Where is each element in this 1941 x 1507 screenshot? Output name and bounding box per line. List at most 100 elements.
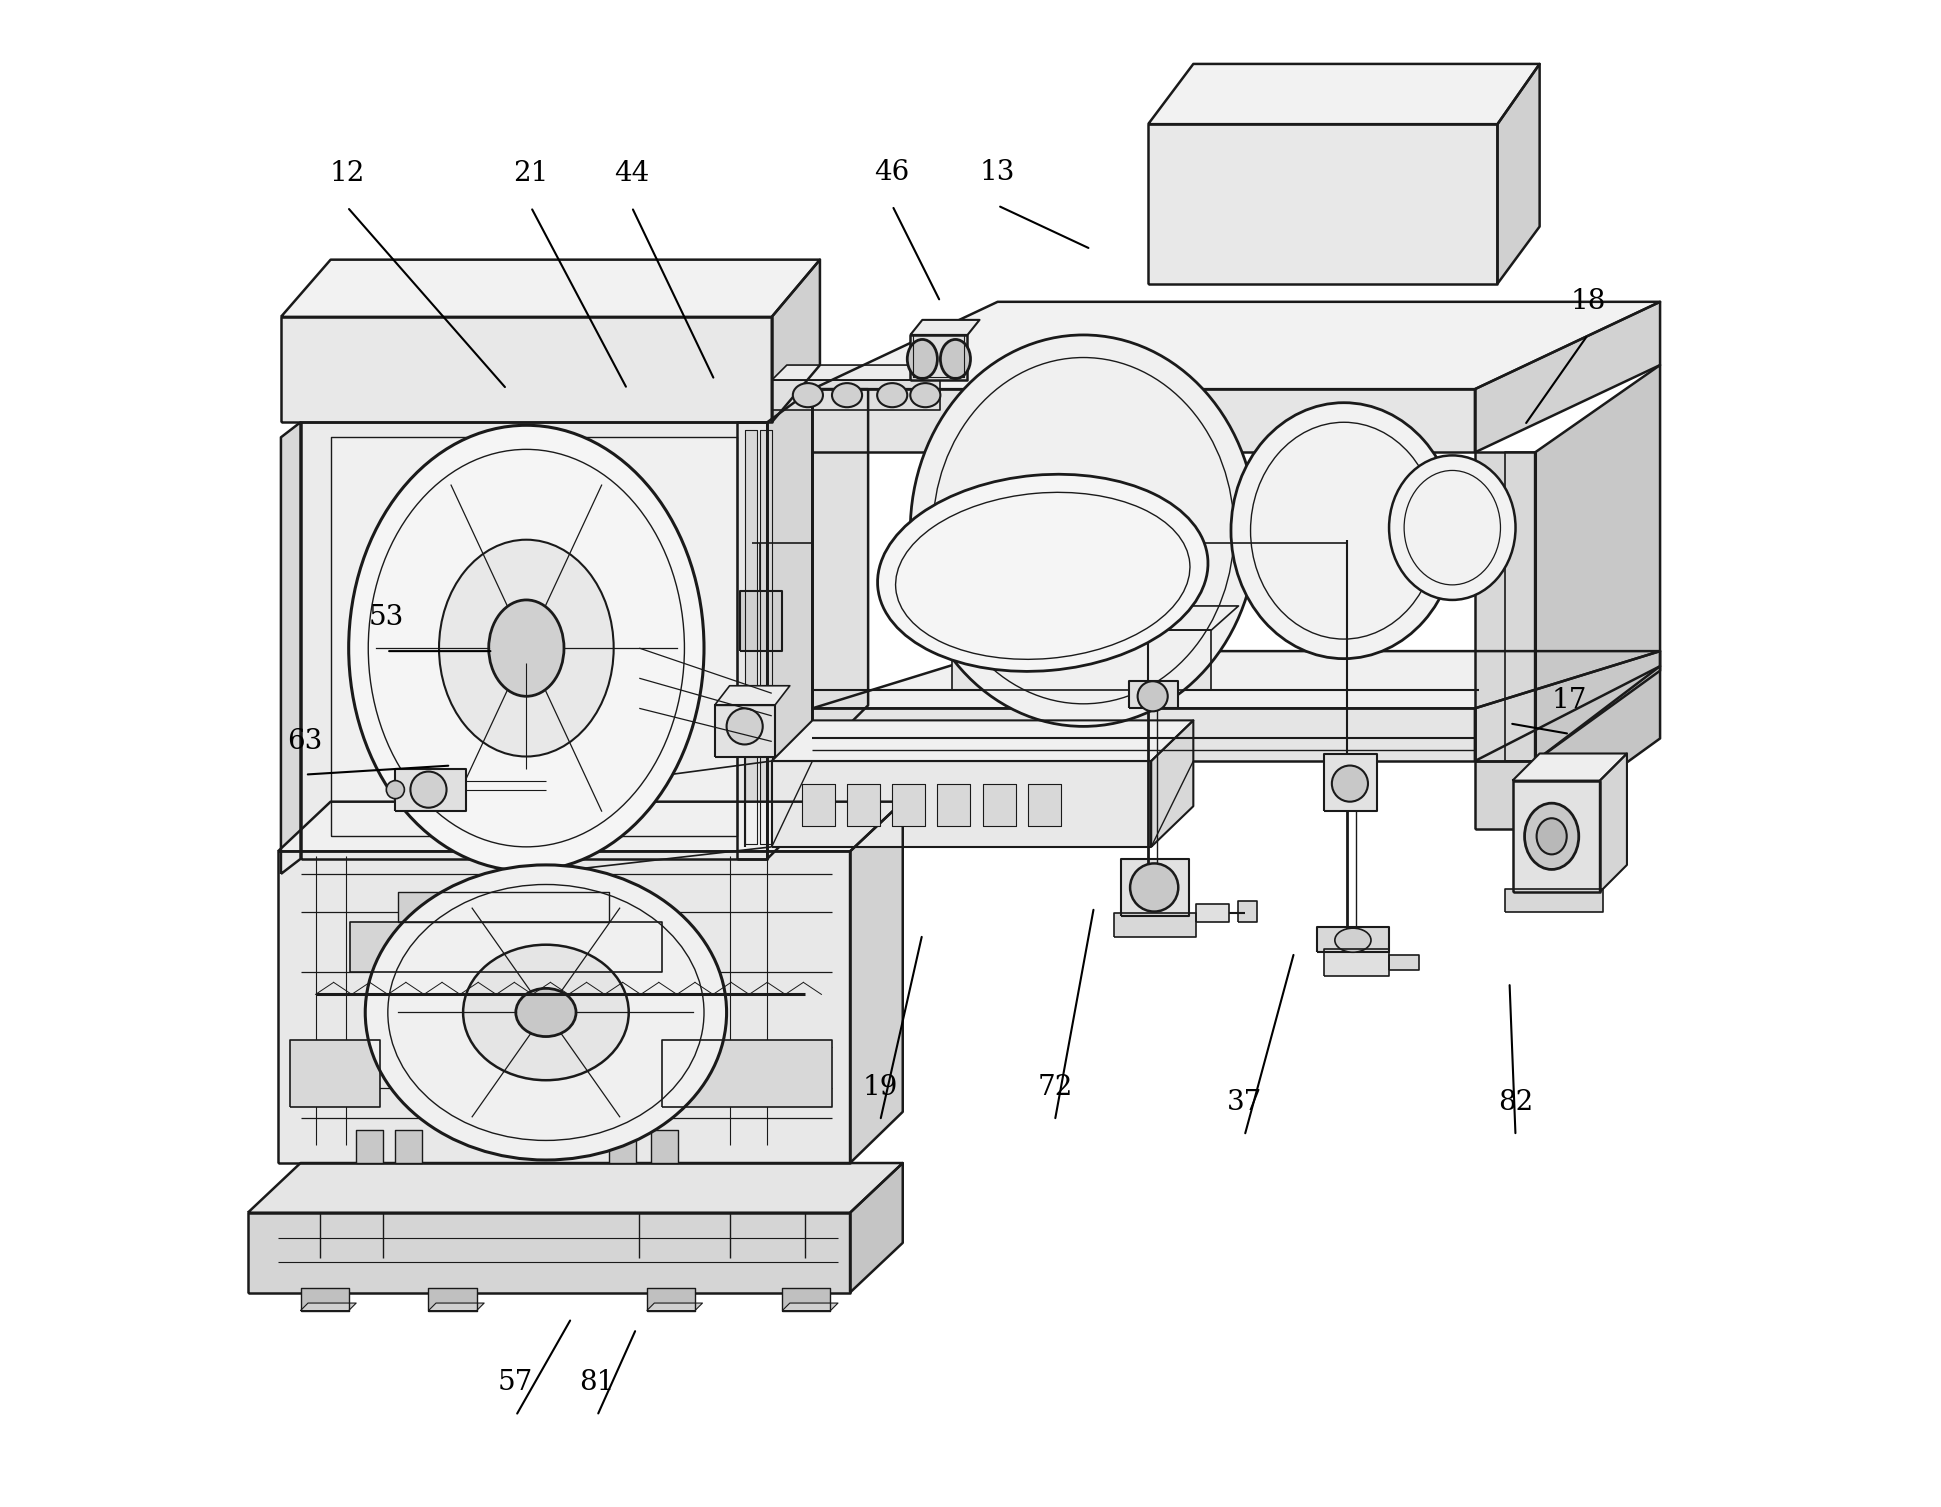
Polygon shape xyxy=(1475,761,1535,829)
Polygon shape xyxy=(396,1130,423,1163)
Polygon shape xyxy=(740,591,782,651)
Ellipse shape xyxy=(1231,402,1458,659)
Polygon shape xyxy=(429,1304,483,1311)
Polygon shape xyxy=(281,422,301,874)
Polygon shape xyxy=(398,892,609,922)
Polygon shape xyxy=(850,1163,903,1293)
Polygon shape xyxy=(429,1288,477,1311)
Ellipse shape xyxy=(410,772,446,808)
Text: 81: 81 xyxy=(580,1370,615,1397)
Polygon shape xyxy=(1122,859,1188,916)
Text: 37: 37 xyxy=(1227,1090,1262,1117)
Polygon shape xyxy=(248,1163,903,1213)
Polygon shape xyxy=(745,429,757,844)
Polygon shape xyxy=(1027,784,1062,826)
Ellipse shape xyxy=(833,383,862,407)
Polygon shape xyxy=(609,1130,637,1163)
Polygon shape xyxy=(301,1288,349,1311)
Polygon shape xyxy=(1324,754,1376,811)
Polygon shape xyxy=(1475,301,1660,452)
Text: 72: 72 xyxy=(1036,1074,1073,1102)
Ellipse shape xyxy=(1524,803,1578,870)
Polygon shape xyxy=(1324,949,1390,977)
Polygon shape xyxy=(652,1130,679,1163)
Polygon shape xyxy=(1114,913,1196,937)
Polygon shape xyxy=(278,802,903,851)
Polygon shape xyxy=(1497,63,1539,283)
Text: 57: 57 xyxy=(499,1370,534,1397)
Ellipse shape xyxy=(877,475,1207,672)
Polygon shape xyxy=(1149,124,1497,283)
Polygon shape xyxy=(714,705,774,757)
Polygon shape xyxy=(1196,904,1229,922)
Polygon shape xyxy=(767,389,813,859)
Polygon shape xyxy=(1128,681,1178,708)
Text: 82: 82 xyxy=(1498,1090,1533,1117)
Polygon shape xyxy=(301,422,767,859)
Ellipse shape xyxy=(910,335,1256,726)
Polygon shape xyxy=(1151,720,1194,847)
Polygon shape xyxy=(1599,754,1627,892)
Ellipse shape xyxy=(349,425,705,871)
Polygon shape xyxy=(1535,365,1660,761)
Ellipse shape xyxy=(439,540,613,757)
Polygon shape xyxy=(813,651,1660,708)
Polygon shape xyxy=(1512,781,1599,892)
Polygon shape xyxy=(953,606,1238,630)
Ellipse shape xyxy=(910,383,939,407)
Ellipse shape xyxy=(1390,455,1516,600)
Ellipse shape xyxy=(489,600,565,696)
Polygon shape xyxy=(846,784,879,826)
Text: 21: 21 xyxy=(512,160,549,187)
Text: 12: 12 xyxy=(330,160,365,187)
Ellipse shape xyxy=(726,708,763,744)
Polygon shape xyxy=(357,1130,382,1163)
Ellipse shape xyxy=(1137,681,1168,711)
Polygon shape xyxy=(773,720,1194,761)
Polygon shape xyxy=(910,319,980,335)
Polygon shape xyxy=(1504,452,1535,761)
Polygon shape xyxy=(813,389,1475,452)
Polygon shape xyxy=(281,259,819,316)
Text: 18: 18 xyxy=(1570,288,1605,315)
Text: 46: 46 xyxy=(875,158,910,185)
Polygon shape xyxy=(953,630,1211,690)
Text: 53: 53 xyxy=(369,604,404,631)
Polygon shape xyxy=(301,1304,357,1311)
Polygon shape xyxy=(1535,666,1660,829)
Polygon shape xyxy=(646,1288,695,1311)
Ellipse shape xyxy=(1537,818,1566,854)
Ellipse shape xyxy=(906,339,938,378)
Polygon shape xyxy=(893,784,926,826)
Text: 63: 63 xyxy=(287,728,322,755)
Ellipse shape xyxy=(464,945,629,1081)
Ellipse shape xyxy=(877,383,906,407)
Text: 44: 44 xyxy=(613,160,650,187)
Polygon shape xyxy=(1238,901,1256,922)
Polygon shape xyxy=(802,784,835,826)
Polygon shape xyxy=(738,422,767,859)
Polygon shape xyxy=(289,1040,380,1108)
Polygon shape xyxy=(773,259,819,422)
Polygon shape xyxy=(281,316,773,422)
Polygon shape xyxy=(1149,63,1539,124)
Polygon shape xyxy=(1512,754,1627,781)
Polygon shape xyxy=(782,1304,839,1311)
Polygon shape xyxy=(773,761,1151,847)
Polygon shape xyxy=(646,1304,703,1311)
Polygon shape xyxy=(330,437,738,836)
Polygon shape xyxy=(1316,927,1390,952)
Polygon shape xyxy=(813,708,1475,761)
Polygon shape xyxy=(813,389,868,761)
Polygon shape xyxy=(248,1213,850,1293)
Polygon shape xyxy=(938,784,970,826)
Ellipse shape xyxy=(386,781,404,799)
Polygon shape xyxy=(982,784,1015,826)
Text: 17: 17 xyxy=(1553,687,1588,714)
Polygon shape xyxy=(662,1040,833,1108)
Polygon shape xyxy=(1390,955,1419,971)
Polygon shape xyxy=(813,301,1660,389)
Polygon shape xyxy=(1475,452,1535,761)
Polygon shape xyxy=(782,1288,831,1311)
Polygon shape xyxy=(910,335,967,380)
